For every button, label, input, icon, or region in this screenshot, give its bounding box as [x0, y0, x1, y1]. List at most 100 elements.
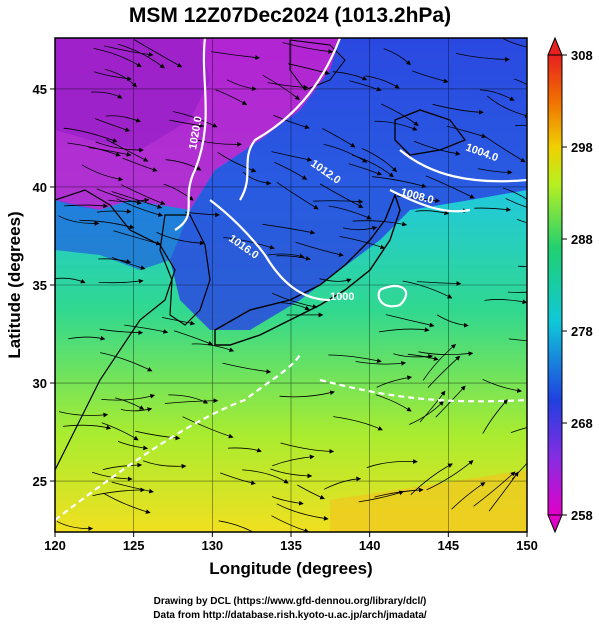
isobar-dashed-east: [319, 378, 527, 403]
streamline: [121, 184, 166, 205]
coldest-air-region: [55, 38, 210, 150]
isobars: [55, 38, 527, 521]
streamline: [397, 195, 441, 203]
streamline: [95, 141, 144, 153]
x-tick-label: 125: [123, 538, 145, 553]
streamline: [223, 237, 275, 250]
streamline: [164, 398, 219, 404]
streamline: [55, 277, 86, 284]
colorbar-tick-label: 278: [571, 324, 593, 339]
streamline: [227, 447, 262, 453]
streamline: [277, 302, 310, 311]
streamline: [56, 520, 94, 532]
streamline: [262, 223, 316, 235]
streamline: [67, 142, 121, 157]
isobar-1000: [377, 284, 408, 308]
streamline: [98, 278, 144, 284]
streamline: [276, 255, 311, 261]
streamline: [165, 159, 202, 171]
streamline: [342, 225, 378, 231]
streamline: [68, 335, 106, 341]
streamline: [168, 394, 209, 404]
streamline: [116, 198, 164, 217]
streamline: [101, 393, 156, 401]
streamline: [104, 68, 137, 88]
streamline: [104, 45, 154, 57]
streamline: [93, 48, 142, 68]
isobar-1004: [399, 149, 527, 183]
streamline: [276, 503, 329, 521]
streamline: [477, 168, 513, 175]
streamline: [242, 469, 289, 484]
streamline: [226, 79, 257, 91]
china-coastline: [55, 189, 176, 471]
streamline: [274, 161, 308, 180]
streamline: [412, 70, 449, 84]
x-axis-ticks: 120 125 130 135 140 145 150: [44, 532, 538, 553]
streamline: [62, 424, 112, 430]
wind-streamlines: [55, 38, 527, 532]
streamline: [510, 427, 527, 433]
streamline: [418, 351, 474, 357]
streamline: [282, 42, 334, 54]
y-tick-label: 30: [33, 376, 47, 391]
streamline: [271, 496, 304, 506]
x-tick-label: 145: [437, 538, 459, 553]
streamline: [161, 317, 196, 326]
streamline: [419, 390, 446, 423]
streamline: [349, 80, 382, 92]
streamline: [484, 299, 527, 305]
hokkaido-coastline: [394, 109, 467, 156]
streamline: [101, 422, 139, 441]
colorbar-tick-label: 288: [571, 232, 593, 247]
streamline: [365, 75, 400, 89]
streamline: [194, 139, 242, 147]
streamline: [372, 176, 427, 189]
streamline: [133, 39, 183, 68]
streamline: [111, 481, 154, 494]
streamline: [474, 207, 512, 212]
x-tick-label: 140: [359, 538, 381, 553]
streamline: [122, 157, 158, 172]
streamline: [416, 281, 462, 286]
streamline: [88, 147, 132, 157]
streamline: [415, 210, 450, 216]
streamline: [348, 163, 383, 176]
streamline: [339, 236, 386, 250]
streamline: [379, 327, 430, 333]
streamline: [96, 188, 142, 205]
streamline: [502, 187, 527, 200]
streamline: [58, 215, 100, 226]
streamline: [313, 199, 364, 204]
streamline: [407, 353, 439, 361]
streamline: [273, 114, 310, 130]
streamline: [426, 460, 474, 491]
streamline: [169, 119, 204, 128]
streamline: [374, 120, 418, 131]
y-tick-label: 35: [33, 278, 47, 293]
streamline: [272, 292, 318, 309]
streamline: [135, 430, 181, 441]
y-tick-label: 25: [33, 474, 47, 489]
x-tick-label: 135: [280, 538, 302, 553]
streamline: [295, 241, 344, 257]
streamline: [516, 219, 527, 224]
streamline: [271, 515, 310, 532]
streamline: [81, 164, 124, 182]
streamline: [323, 144, 368, 163]
streamline: [92, 487, 146, 496]
streamline: [79, 219, 135, 230]
isobar-label: 1020.0: [187, 115, 205, 150]
x-tick-label: 120: [44, 538, 66, 553]
streamline: [482, 399, 508, 434]
cool-air-region: [170, 38, 527, 330]
plot-area: 1020.0 1012.0 1016.0 1004.0 1008.0 1000: [55, 38, 527, 532]
streamline: [328, 354, 382, 364]
streamline: [106, 139, 149, 162]
streamline: [322, 128, 356, 148]
streamline: [409, 400, 444, 425]
streamline: [488, 471, 519, 512]
streamline: [319, 183, 364, 208]
streamline: [352, 220, 407, 227]
colorbar-tick-label: 308: [571, 48, 593, 63]
